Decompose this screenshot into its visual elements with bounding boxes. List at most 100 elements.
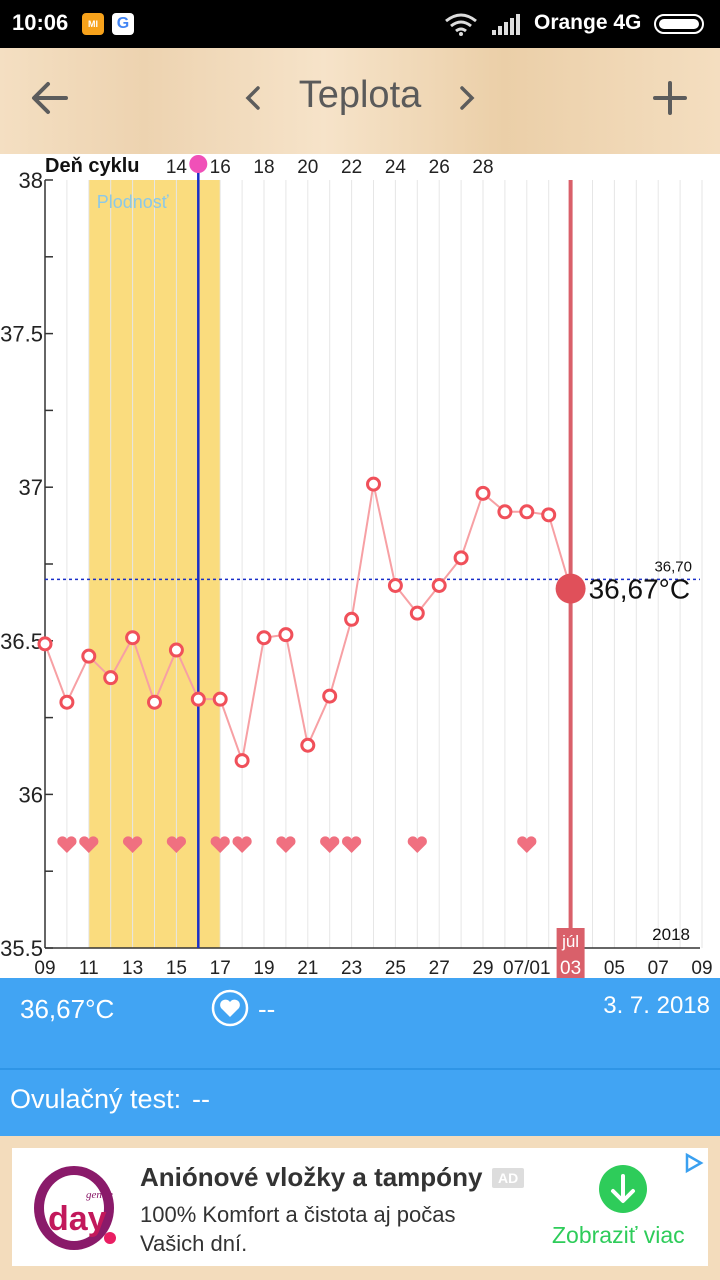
fertile-label: Plodnosť <box>97 192 169 212</box>
app-header <box>0 48 720 154</box>
download-arrow-icon[interactable] <box>598 1164 648 1214</box>
x-tick-label: 07/01 <box>503 958 551 978</box>
cycle-day-tick: 18 <box>253 157 274 178</box>
selected-day-label: 03 <box>560 958 581 978</box>
divider <box>0 1068 720 1070</box>
y-tick-label: 38 <box>19 168 43 193</box>
temperature-point <box>234 753 250 769</box>
cycle-day-tick: 28 <box>472 157 493 178</box>
x-tick-label: 09 <box>34 958 55 978</box>
heart-icon <box>407 836 427 853</box>
y-tick-label: 37.5 <box>0 322 43 347</box>
temperature-point <box>475 485 491 501</box>
temperature-point <box>212 691 228 707</box>
heart-icon <box>276 836 296 853</box>
temperature-point <box>541 507 557 523</box>
y-tick-label: 35.5 <box>0 936 43 961</box>
x-tick-label: 29 <box>472 958 493 978</box>
temperature-point <box>37 636 53 652</box>
page-title: Teplota <box>298 74 422 116</box>
temperature-point <box>344 611 360 627</box>
coverline-label: 36,70 <box>654 558 692 575</box>
heart-icon <box>57 836 77 853</box>
heart-icon <box>211 989 249 1027</box>
wifi-icon <box>445 13 477 36</box>
x-tick-label: 15 <box>166 958 187 978</box>
temperature-point <box>103 670 119 686</box>
chevron-left-icon[interactable] <box>242 84 266 112</box>
svg-text:day: day <box>48 1200 107 1238</box>
temperature-point <box>519 504 535 520</box>
cycle-day-tick: 14 <box>166 157 188 178</box>
heart-icon <box>517 836 537 853</box>
temperature-point <box>125 630 141 646</box>
ovulation-test-label: Ovulačný test: <box>10 1084 182 1114</box>
temperature-point <box>322 688 338 704</box>
x-tick-label: 13 <box>122 958 143 978</box>
google-icon: G <box>112 13 134 35</box>
current-temperature-label: 36,67°C <box>589 574 691 605</box>
ovulation-test-value: -- <box>192 1084 210 1114</box>
heart-icon <box>122 836 143 853</box>
year-label: 2018 <box>652 925 690 944</box>
temperature-point <box>497 504 513 520</box>
y-tick-label: 37 <box>19 475 43 500</box>
temperature-value: 36,67°C <box>20 994 115 1024</box>
temperature-point <box>387 578 403 594</box>
temperature-point <box>300 737 316 753</box>
chevron-right-icon[interactable] <box>454 84 478 112</box>
temperature-point <box>190 691 206 707</box>
date-label: 3. 7. 2018 <box>603 992 710 1019</box>
temperature-point <box>431 578 447 594</box>
status-bar: 10:06 MI G Orange 4G <box>0 0 720 48</box>
temperature-point <box>59 694 75 710</box>
ad-banner[interactable]: gentle day Aniónové vložky a tampóny AD … <box>12 1148 708 1266</box>
cycle-day-tick: 22 <box>341 157 362 178</box>
x-tick-label: 09 <box>691 958 712 978</box>
selected-temperature-point <box>555 573 586 604</box>
info-panel[interactable]: 36,67°C -- 3. 7. 2018 Ovulačný test: -- <box>0 978 720 1136</box>
temperature-point <box>256 630 272 646</box>
temperature-chart[interactable]: 38 37.5 37 36.5 36 35.5 Deň cyklu 14 16 18 20 22 24 2… <box>0 154 720 978</box>
temperature-point <box>168 642 184 658</box>
temperature-point <box>453 550 469 566</box>
x-tick-label: 17 <box>210 958 231 978</box>
status-time: 10:06 <box>12 10 69 35</box>
cycle-day-tick: 20 <box>297 157 318 178</box>
temperature-point <box>409 605 425 621</box>
love-value: -- <box>258 994 276 1024</box>
x-tick-label: 25 <box>385 958 406 978</box>
temperature-point <box>147 694 162 710</box>
ad-cta-button[interactable]: Zobraziť viac <box>552 1222 685 1248</box>
signal-icon <box>492 14 520 35</box>
carrier-label: Orange 4G <box>534 11 642 34</box>
ad-badge: AD <box>492 1168 525 1188</box>
cycle-day-tick: 16 <box>210 157 231 178</box>
temperature-point <box>366 476 381 492</box>
heart-icon <box>320 836 340 853</box>
arrow-left-icon[interactable] <box>30 78 70 118</box>
heart-icon <box>166 836 187 853</box>
adchoices-icon[interactable] <box>682 1152 706 1174</box>
x-tick-label: 05 <box>604 958 625 978</box>
cycle-day-tick: 24 <box>385 157 407 178</box>
ad-text: 100% Komfort a čistota aj počas Vašich d… <box>140 1202 456 1256</box>
selected-date-badge <box>556 928 585 978</box>
battery-icon <box>654 14 704 34</box>
temperature-point <box>278 627 294 643</box>
ovulation-marker <box>189 155 208 173</box>
x-tick-label: 21 <box>297 958 318 978</box>
x-tick-label: 11 <box>79 958 99 978</box>
gentle-day-logo: gentle day <box>34 1166 116 1250</box>
svg-text:gentle: gentle <box>86 1189 113 1201</box>
heart-icon <box>79 836 99 853</box>
selected-month-label: júl <box>561 932 579 951</box>
heart-icon <box>210 836 230 853</box>
x-tick-label: 27 <box>429 958 450 978</box>
x-tick-label: 07 <box>648 958 669 978</box>
cycle-day-label: Deň cyklu <box>45 155 139 177</box>
plus-icon[interactable] <box>652 80 688 116</box>
heart-icon <box>341 836 362 853</box>
x-tick-label: 19 <box>253 958 274 978</box>
cycle-day-tick: 26 <box>429 157 450 178</box>
